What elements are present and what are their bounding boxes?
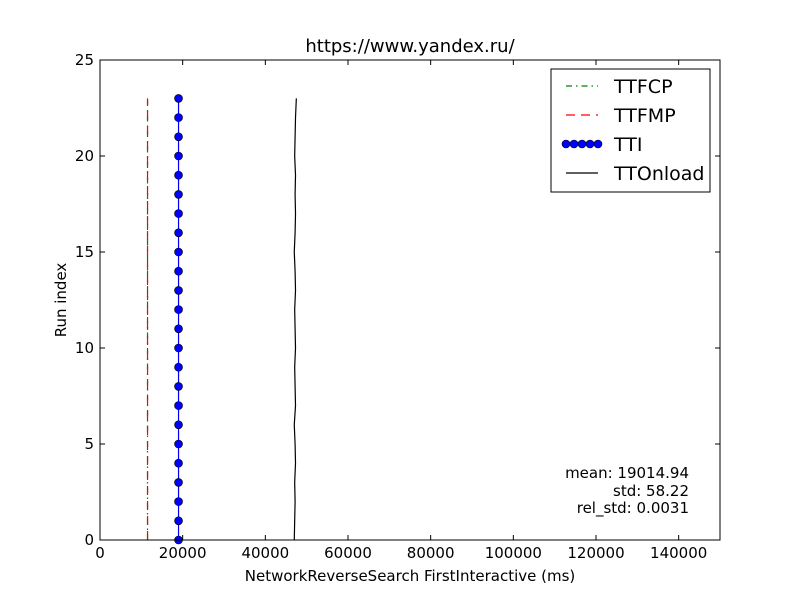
x-tick-label: 40000 [241,544,289,562]
series-line-ttonload [293,98,297,541]
data-point-tti [174,286,183,295]
data-point-tti [174,478,183,487]
x-tick-label: 0 [95,544,105,562]
stats-annotation: mean: 19014.94 std: 58.22 rel_std: 0.003… [565,464,689,518]
x-axis-label: NetworkReverseSearch FirstInteractive (m… [245,567,576,585]
legend-label-ttfmp: TTFMP [613,105,676,127]
x-tick-label: 20000 [159,544,207,562]
x-tick-label: 80000 [407,544,455,562]
y-axis-label: Run index [52,263,70,338]
chart-title: https://www.yandex.ru/ [305,36,515,57]
data-point-tti [174,458,183,468]
data-point-tti [174,170,183,180]
legend-label-ttfcp: TTFCP [613,76,673,98]
data-point-tti [174,132,183,142]
y-tick-label: 0 [84,531,94,549]
data-point-tti [174,420,183,430]
data-point-tti [174,113,183,122]
plot-markers [174,94,183,545]
legend-marker [561,139,571,149]
y-tick-label: 10 [75,339,94,357]
legend-label-tti: TTI [613,134,642,156]
x-tick-label: 140000 [650,544,707,562]
data-point-tti [174,362,183,372]
stats-mean: mean: 19014.94 [565,464,689,482]
y-tick-label: 15 [75,243,94,261]
data-point-tti [174,497,183,506]
legend-marker [585,139,595,149]
x-tick-label: 60000 [324,544,372,562]
data-point-tti [174,516,183,526]
legend-box [550,68,711,193]
y-axis: 0 5 10 15 20 25 [75,51,720,549]
data-point-tti [174,401,183,410]
data-point-tti [174,209,183,218]
x-axis: 0 20000 40000 60000 80000 100000 120000 140000 [95,60,707,562]
y-tick-label: 5 [84,435,94,453]
legend-marker [593,139,603,149]
data-point-tti [174,343,183,353]
data-point-tti [174,228,183,238]
data-point-tti [174,382,183,391]
data-point-tti [174,305,183,314]
data-point-tti [174,94,183,103]
y-tick-label: 25 [75,51,94,69]
data-point-tti [174,266,183,276]
data-point-tti [174,439,183,449]
x-tick-label: 100000 [485,544,542,562]
legend-items: TTFCP TTFMP TTI TTOnload [561,76,704,185]
plot-frame [99,59,721,541]
data-point-tti [174,247,183,257]
legend: TTFCP TTFMP TTI TTOnload [550,68,711,193]
data-point-tti [174,190,183,199]
y-tick-label: 20 [75,147,94,165]
legend-marker [569,139,579,149]
legend-label-ttonload: TTOnload [613,163,704,185]
data-point-tti [174,151,183,161]
plot-lines [146,98,297,541]
legend-marker [577,139,587,149]
data-point-tti [174,324,183,334]
x-tick-label: 120000 [567,544,624,562]
stats-std: std: 58.22 [613,482,689,500]
stats-rel-std: rel_std: 0.0031 [577,499,689,518]
